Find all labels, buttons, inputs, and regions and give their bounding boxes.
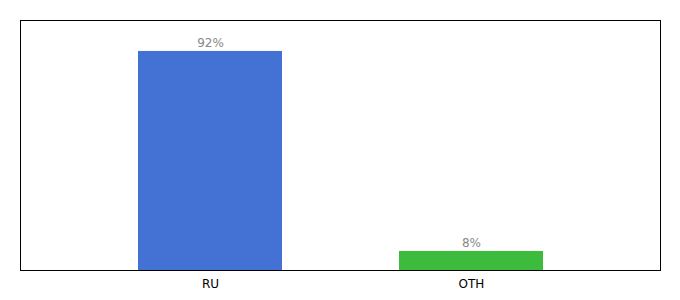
svg-text:92%: 92% [197, 36, 224, 50]
svg-text:OTH: OTH [459, 277, 485, 291]
svg-text:RU: RU [202, 277, 219, 291]
svg-text:8%: 8% [462, 236, 481, 250]
